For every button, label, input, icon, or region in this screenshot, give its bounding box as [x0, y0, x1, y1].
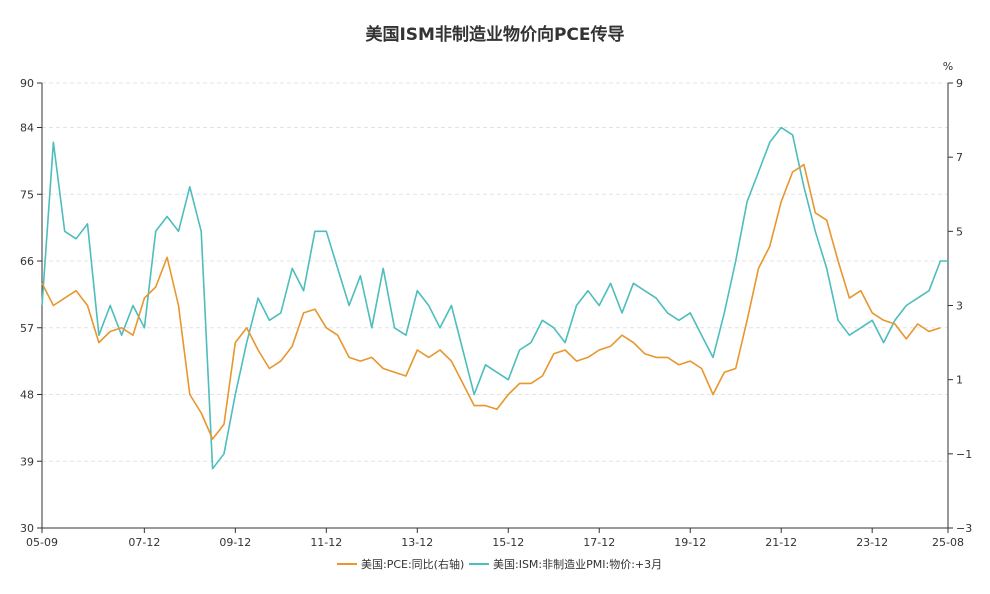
- series-line-0: [41, 163, 941, 440]
- left-tick-label-1: 39: [20, 455, 34, 468]
- legend[interactable]: 美国:PCE:同比(右轴) 美国:ISM:非制造业PMI:物价:+3月: [337, 557, 662, 571]
- x-tick-label-0: 05-09: [26, 536, 58, 549]
- x-tick-label-10: 25-08: [932, 536, 964, 549]
- left-tick-label-6: 84: [20, 122, 34, 135]
- x-tick-label-8: 21-12: [765, 536, 797, 549]
- left-tick-label-7: 90: [20, 77, 34, 90]
- left-tick-label-5: 75: [20, 188, 34, 201]
- right-tick-label-1: −1: [956, 448, 972, 461]
- x-tick-label-2: 09-12: [219, 536, 251, 549]
- x-tick-label-3: 11-12: [310, 536, 342, 549]
- x-tick-label-1: 07-12: [128, 536, 160, 549]
- legend-item-ism-prices[interactable]: 美国:ISM:非制造业PMI:物价:+3月: [469, 557, 662, 571]
- right-tick-label-0: −3: [956, 522, 972, 535]
- right-tick-label-6: 9: [956, 77, 963, 90]
- legend-label-pce: 美国:PCE:同比(右轴): [361, 557, 464, 571]
- right-tick-label-4: 5: [956, 225, 963, 238]
- right-axis-ticks: −3 −1 1 3 5 7 9: [948, 77, 972, 535]
- left-tick-label-0: 30: [20, 522, 34, 535]
- right-tick-label-3: 3: [956, 300, 963, 313]
- right-axis-unit: %: [943, 60, 953, 73]
- left-tick-label-3: 57: [20, 322, 34, 335]
- right-tick-label-2: 1: [956, 374, 963, 387]
- x-tick-label-9: 23-12: [856, 536, 888, 549]
- left-tick-label-4: 66: [20, 255, 34, 268]
- series-layer: [41, 126, 948, 470]
- legend-label-ism-prices: 美国:ISM:非制造业PMI:物价:+3月: [493, 557, 662, 571]
- x-tick-label-4: 13-12: [401, 536, 433, 549]
- series-line-1: [41, 126, 948, 470]
- x-axis-ticks: 05-09 07-12 09-12 11-12 13-12 15-12 17-12 19-12…: [26, 528, 964, 549]
- legend-item-pce[interactable]: 美国:PCE:同比(右轴): [337, 557, 464, 571]
- x-tick-label-5: 15-12: [492, 536, 524, 549]
- left-tick-label-2: 48: [20, 389, 34, 402]
- x-tick-label-6: 17-12: [583, 536, 615, 549]
- x-tick-label-7: 19-12: [674, 536, 706, 549]
- gridlines: [42, 82, 948, 462]
- right-tick-label-5: 7: [956, 151, 963, 164]
- left-axis-ticks: 30 39 48 57 66 75 84 90: [20, 77, 42, 535]
- chart-title: 美国ISM非制造业物价向PCE传导: [365, 24, 624, 45]
